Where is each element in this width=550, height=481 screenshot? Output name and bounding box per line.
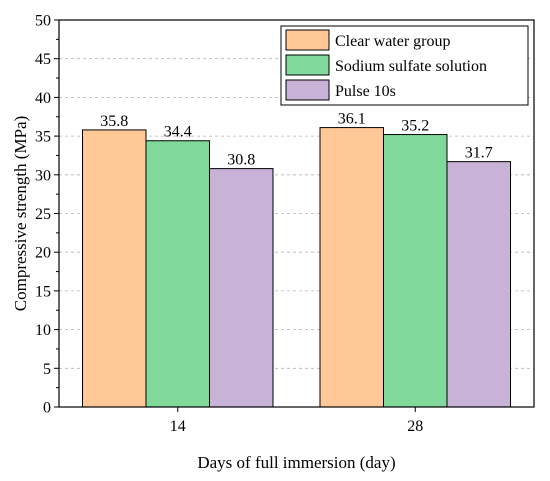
y-tick-label: 5 bbox=[43, 361, 51, 378]
y-tick-label: 40 bbox=[35, 90, 51, 107]
x-tick-label: 14 bbox=[170, 418, 186, 435]
data-label: 34.4 bbox=[164, 124, 192, 141]
x-axis-title: Days of full immersion (day) bbox=[197, 453, 395, 472]
bar bbox=[145, 140, 210, 408]
y-tick-label: 45 bbox=[35, 51, 51, 68]
legend-label: Pulse 10s bbox=[335, 83, 396, 100]
bar bbox=[446, 161, 511, 408]
y-tick-label: 30 bbox=[35, 167, 51, 184]
data-label: 35.8 bbox=[100, 113, 128, 130]
y-tick-label: 50 bbox=[35, 13, 51, 30]
data-labels-group: 35.8 34.4 30.8 36.1 35.2 31.7 bbox=[100, 111, 493, 169]
data-label: 36.1 bbox=[338, 111, 366, 128]
y-tick-label: 15 bbox=[35, 283, 51, 300]
bar bbox=[82, 129, 147, 408]
y-tick-label: 0 bbox=[43, 400, 51, 417]
y-axis-title: Compressive strength (MPa) bbox=[11, 116, 30, 311]
legend-swatch bbox=[285, 54, 330, 76]
legend-label: Clear water group bbox=[335, 33, 451, 50]
data-label: 30.8 bbox=[227, 152, 255, 169]
y-axis: 0 5 10 15 20 25 30 35 40 45 50 bbox=[35, 13, 59, 417]
bars-group bbox=[82, 127, 511, 408]
legend-swatch bbox=[285, 29, 330, 51]
x-axis: 14 28 bbox=[170, 407, 423, 435]
legend-swatch bbox=[285, 79, 330, 101]
y-tick-label: 25 bbox=[35, 206, 51, 223]
y-tick-label: 20 bbox=[35, 245, 51, 262]
data-label: 31.7 bbox=[465, 145, 493, 162]
y-tick-label: 10 bbox=[35, 322, 51, 339]
data-label: 35.2 bbox=[401, 118, 429, 135]
legend: Clear water group Sodium sulfate solution… bbox=[280, 25, 529, 106]
y-tick-label: 35 bbox=[35, 129, 51, 146]
bar bbox=[319, 127, 384, 408]
bar bbox=[383, 134, 448, 408]
legend-label: Sodium sulfate solution bbox=[335, 58, 487, 75]
bar bbox=[209, 168, 274, 408]
x-tick-label: 28 bbox=[407, 418, 423, 435]
